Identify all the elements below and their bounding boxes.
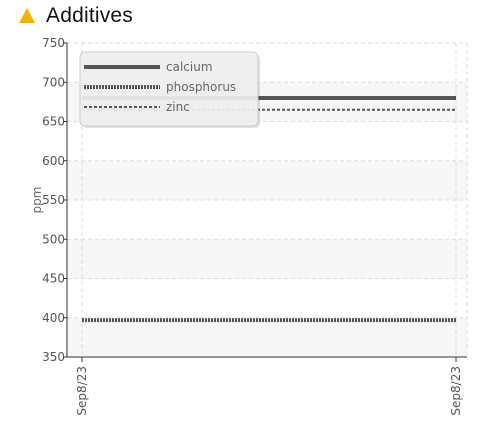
y-tick-label: 500 [42, 232, 65, 246]
chart-title: Additives [46, 4, 134, 27]
y-tick-label: 550 [42, 193, 65, 207]
plot-band [67, 239, 467, 279]
plot-band [67, 160, 467, 200]
y-tick-label: 600 [42, 154, 65, 168]
axes: 350 400 450 500 550 600 650 700 750 Sep8/23 Sep8/2… [30, 36, 467, 416]
legend[interactable]: calcium phosphorus zinc [79, 51, 260, 128]
y-tick-label: 750 [42, 36, 65, 50]
y-tick-label: 450 [42, 272, 65, 286]
chart-header: Additives [18, 3, 133, 29]
y-axis-label: ppm [30, 187, 44, 214]
x-tick-label: Sep8/23 [449, 366, 463, 416]
legend-label-zinc: zinc [166, 100, 190, 114]
warning-triangle-icon [19, 8, 35, 23]
legend-label-phosphorus: phosphorus [166, 80, 236, 94]
plot-band [67, 317, 467, 357]
y-tick-label: 350 [42, 350, 65, 364]
y-tick-label: 400 [42, 311, 65, 325]
legend-label-calcium: calcium [166, 60, 213, 74]
series-layer [82, 95, 456, 323]
y-tick-label: 650 [42, 115, 65, 129]
x-tick-label: Sep8/23 [75, 366, 89, 416]
y-tick-label: 700 [42, 75, 65, 89]
